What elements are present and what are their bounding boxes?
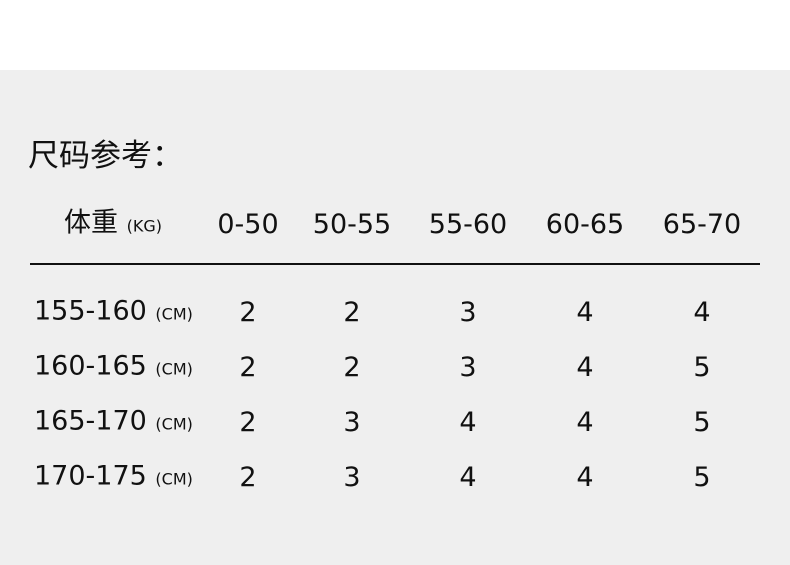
size-cell: 2 xyxy=(239,462,257,493)
height-range: 155-160 xyxy=(34,295,147,327)
size-cell: 5 xyxy=(693,407,711,438)
column-header: 55-60 xyxy=(428,209,508,240)
size-cell: 5 xyxy=(693,462,711,493)
column-header: 0-50 xyxy=(217,209,279,240)
row-height-label: 165-170 (CM) xyxy=(34,404,193,443)
row-height-label: 160-165 (CM) xyxy=(34,349,193,388)
size-cell: 3 xyxy=(343,407,361,438)
size-cell: 2 xyxy=(239,352,257,383)
size-cell: 3 xyxy=(459,297,477,328)
height-unit: (CM) xyxy=(155,304,193,324)
weight-header: 体重 (KG) xyxy=(64,206,162,245)
size-cell: 4 xyxy=(576,462,594,493)
size-cell: 2 xyxy=(239,407,257,438)
height-unit: (CM) xyxy=(155,469,193,489)
size-cell: 4 xyxy=(576,407,594,438)
size-cell: 4 xyxy=(693,297,711,328)
size-cell: 3 xyxy=(343,462,361,493)
page-title: 尺码参考： xyxy=(28,138,183,174)
header-divider xyxy=(30,263,760,265)
height-range: 165-170 xyxy=(34,405,147,437)
row-height-label: 155-160 (CM) xyxy=(34,294,193,333)
height-unit: (CM) xyxy=(155,359,193,379)
size-cell: 2 xyxy=(239,297,257,328)
size-cell: 5 xyxy=(693,352,711,383)
weight-label: 体重 xyxy=(64,207,118,239)
size-cell: 2 xyxy=(343,352,361,383)
column-header: 50-55 xyxy=(312,209,392,240)
size-cell: 4 xyxy=(576,297,594,328)
size-cell: 4 xyxy=(459,407,477,438)
weight-unit: (KG) xyxy=(126,216,162,236)
row-height-label: 170-175 (CM) xyxy=(34,459,193,498)
column-header: 60-65 xyxy=(545,209,625,240)
column-header: 65-70 xyxy=(662,209,742,240)
height-unit: (CM) xyxy=(155,414,193,434)
size-chart-panel xyxy=(0,70,790,565)
size-cell: 3 xyxy=(459,352,477,383)
height-range: 170-175 xyxy=(34,460,147,492)
size-cell: 4 xyxy=(576,352,594,383)
height-range: 160-165 xyxy=(34,350,147,382)
size-cell: 2 xyxy=(343,297,361,328)
size-cell: 4 xyxy=(459,462,477,493)
